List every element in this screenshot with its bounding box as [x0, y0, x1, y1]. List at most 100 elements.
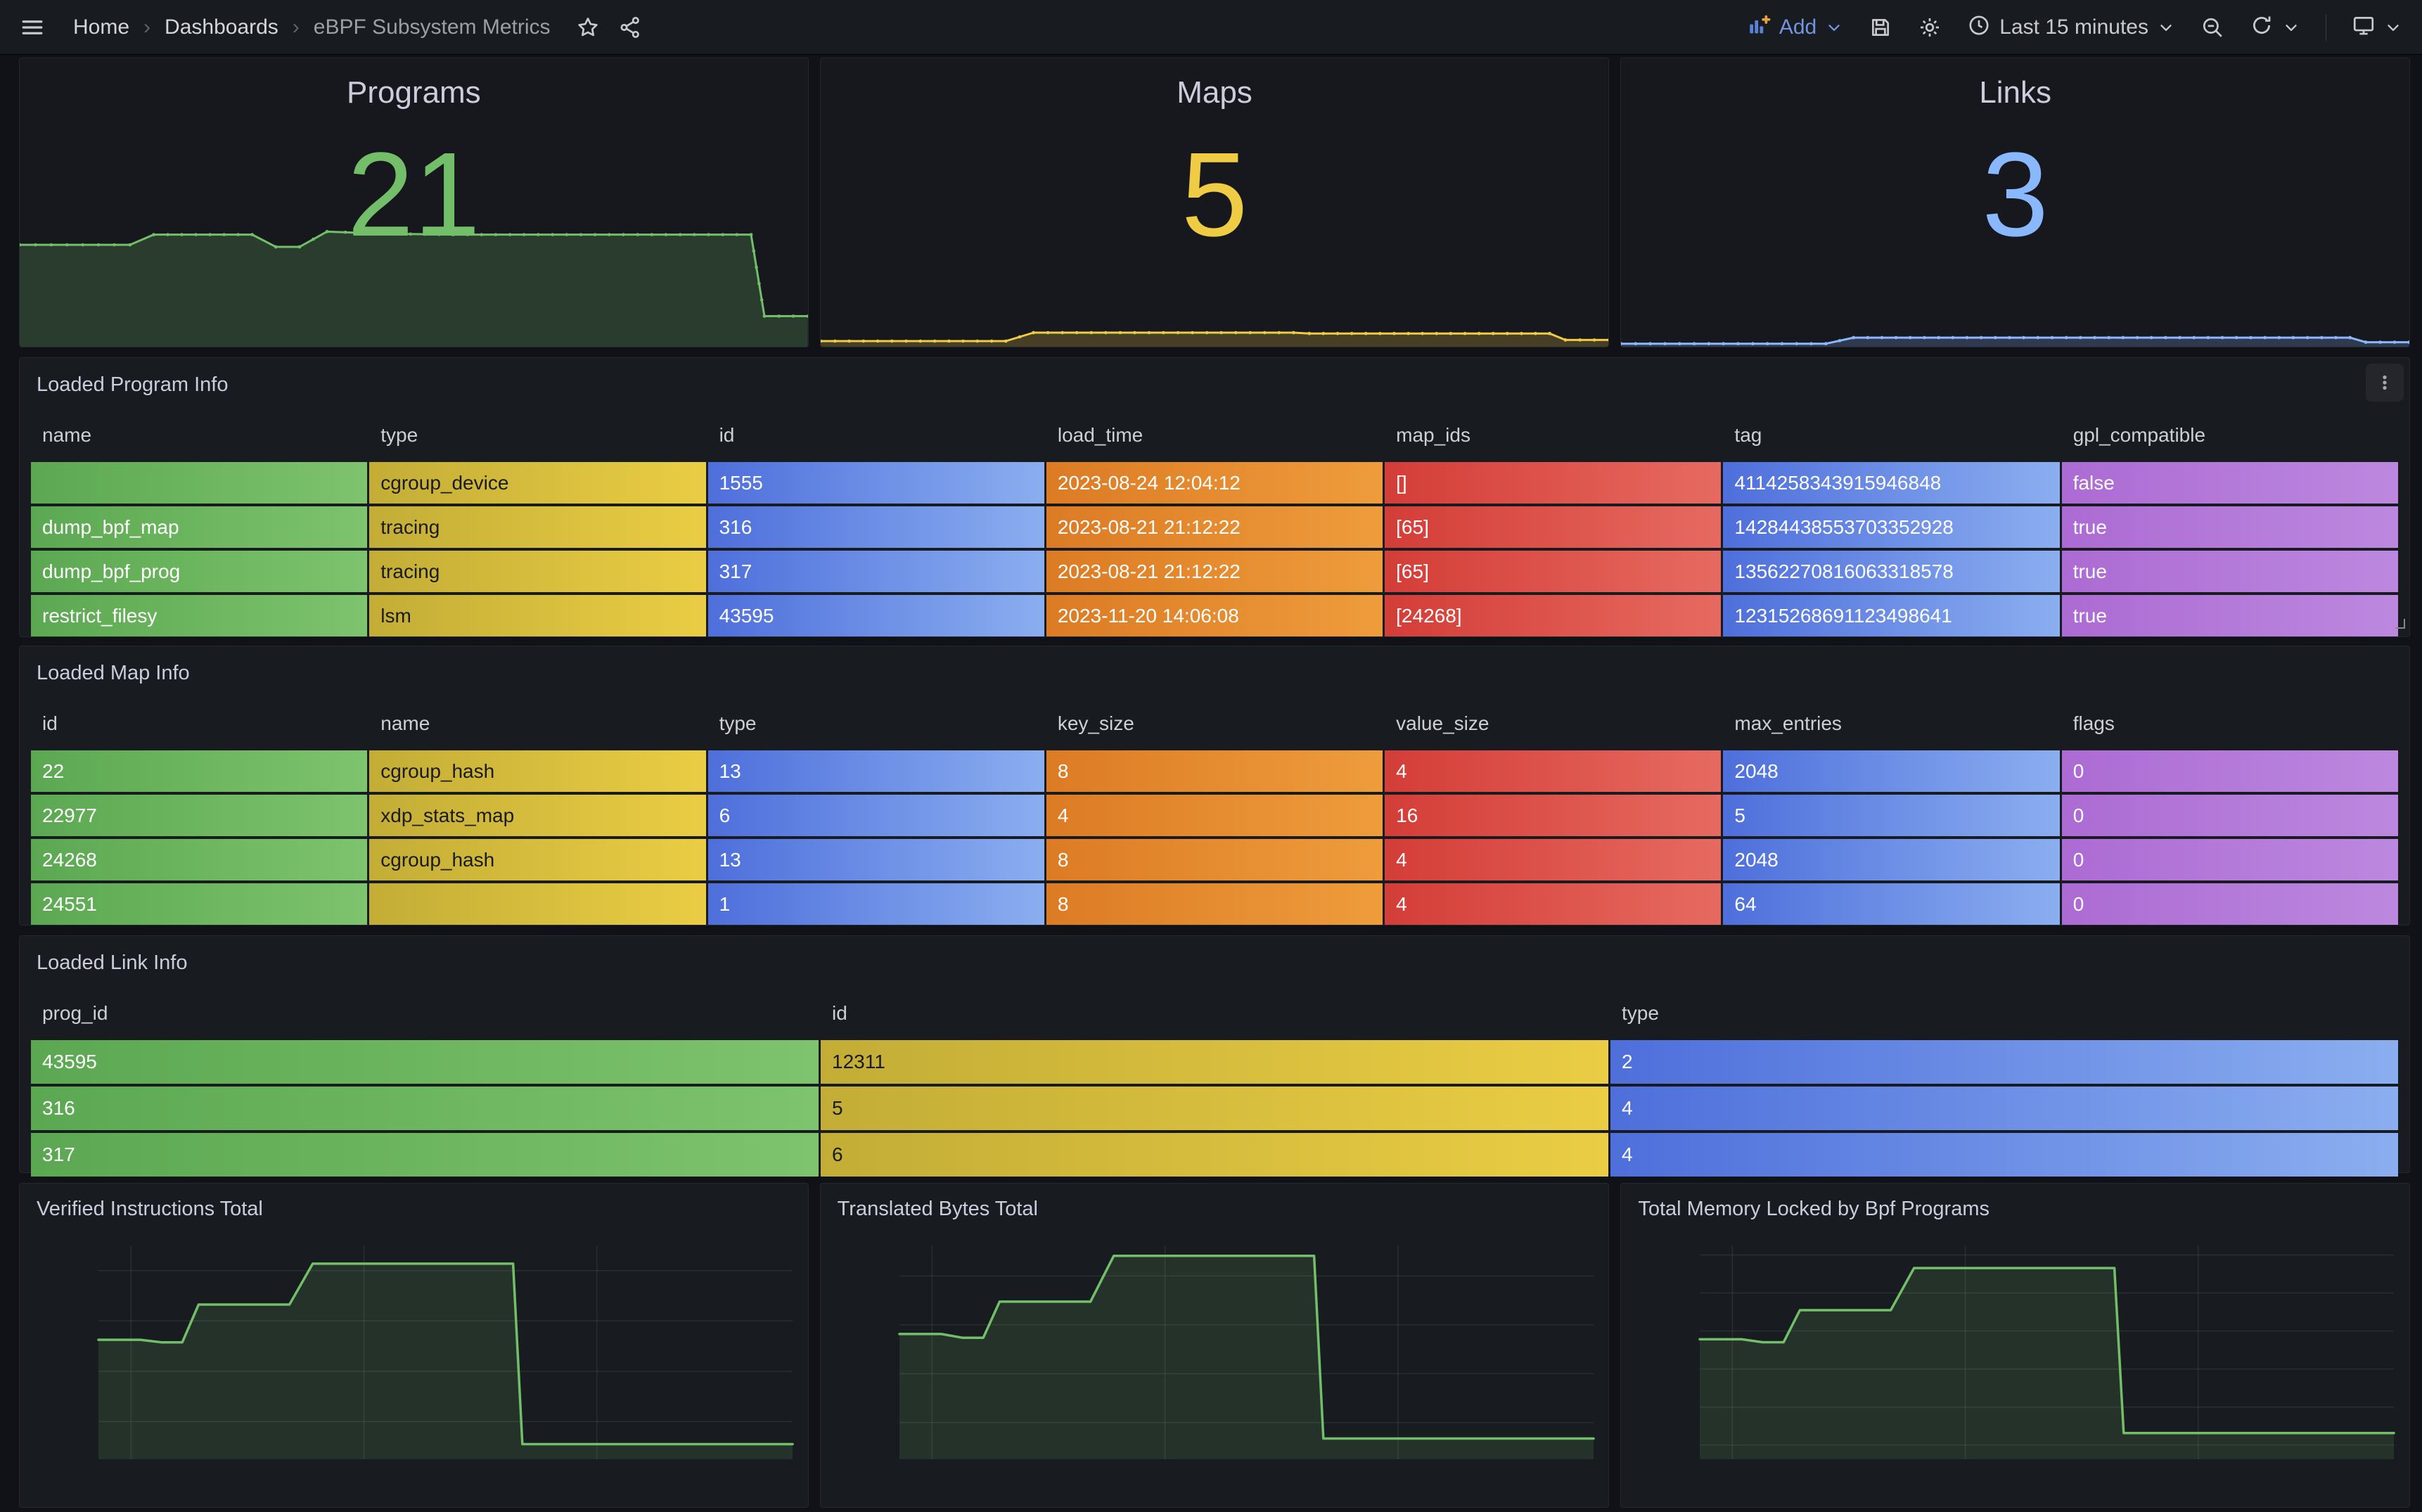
table-cell: 2048 — [1723, 839, 2060, 880]
chart-panel-translated-bytes-total: Translated Bytes Total — [819, 1183, 1610, 1508]
stat-panel-maps: Maps 5 — [819, 58, 1610, 347]
table-header-cell[interactable]: type — [719, 712, 757, 734]
table-header-cell[interactable]: name — [42, 424, 92, 446]
table-cell: [65] — [1385, 506, 1722, 548]
refresh-icon — [2250, 13, 2274, 41]
table-cell: 8 — [1046, 883, 1383, 925]
panel-menu-button[interactable] — [2366, 364, 2404, 402]
table-cell: 5 — [1723, 795, 2060, 836]
table-row: 22 cgroup_hash 13 8 4 2048 0 — [31, 750, 2398, 792]
breadcrumb-dashboards[interactable]: Dashboards — [165, 15, 278, 39]
table-cell: 43595 — [707, 595, 1044, 636]
table-row: 43595 12311 2 — [31, 1040, 2398, 1084]
table-row: dump_bpf_prog tracing 317 2023-08-21 21:12:… — [31, 551, 2398, 592]
timeseries-chart — [897, 1245, 1595, 1459]
table-header-cell[interactable]: key_size — [1057, 712, 1134, 734]
table-cell: 0 — [2061, 883, 2398, 925]
panel-title[interactable]: Loaded Map Info — [37, 662, 190, 684]
table-header-cell[interactable]: max_entries — [1734, 712, 1842, 734]
table-row: 24268 cgroup_hash 13 8 4 2048 0 — [31, 839, 2398, 880]
table-cell: true — [2061, 595, 2398, 636]
refresh-button[interactable] — [2250, 13, 2300, 41]
add-button[interactable]: Add — [1747, 13, 1843, 41]
table-header-cell[interactable]: tag — [1734, 424, 1762, 446]
panel-title[interactable]: Loaded Program Info — [37, 373, 229, 396]
star-icon[interactable] — [576, 15, 600, 39]
table-cell: 1 — [707, 883, 1044, 925]
table-panel-loaded-map-info: Loaded Map Info id name type key_size value_s… — [19, 646, 2410, 925]
add-button-label: Add — [1779, 15, 1817, 39]
panel-title[interactable]: Verified Instructions Total — [37, 1198, 263, 1220]
stat-value: 3 — [1982, 128, 2049, 262]
charts-row: Verified Instructions Total Translated By… — [19, 1183, 2411, 1508]
stat-sparkline — [1621, 335, 2410, 347]
table-cell: 2023-11-20 14:06:08 — [1046, 595, 1383, 636]
table-cell: 12315268691123498641 — [1723, 595, 2060, 636]
table-header-row: id name type key_size value_size max_entries f… — [31, 712, 2398, 735]
chevron-down-icon — [1828, 24, 1840, 31]
time-range-picker[interactable]: Last 15 minutes — [1967, 13, 2175, 41]
table-row: dump_bpf_map tracing 316 2023-08-21 21:12:2… — [31, 506, 2398, 548]
kiosk-mode-button[interactable] — [2352, 13, 2402, 41]
table-header-row: prog_id id type — [31, 1002, 2398, 1025]
table-cell: cgroup_device — [369, 462, 706, 504]
table-header-cell[interactable]: type — [380, 424, 418, 446]
table-header-cell[interactable]: id — [832, 1002, 847, 1024]
table-cell: 8 — [1046, 750, 1383, 792]
table-row: restrict_filesy lsm 43595 2023-11-20 14:06:… — [31, 595, 2398, 636]
table-cell: 8 — [1046, 839, 1383, 880]
table-body: 22 cgroup_hash 13 8 4 2048 0 22977 xdp_stats_map… — [31, 750, 2398, 925]
stat-panel-programs: Programs 21 — [19, 58, 809, 347]
hamburger-icon[interactable] — [20, 15, 45, 40]
stat-panel-title: Links — [1979, 75, 2052, 110]
table-cell: 317 — [707, 551, 1044, 592]
panel-resize-handle[interactable] — [2391, 615, 2407, 634]
table-cell: 6 — [707, 795, 1044, 836]
zoom-out-icon[interactable] — [2200, 15, 2224, 39]
table-cell: true — [2061, 551, 2398, 592]
table-header-cell[interactable]: gpl_compatible — [2072, 424, 2206, 446]
chevron-down-icon — [2286, 24, 2297, 31]
table-cell: 22977 — [31, 795, 368, 836]
stat-value: 21 — [347, 128, 480, 262]
table-cell: 4 — [1385, 883, 1722, 925]
table-header-cell[interactable]: value_size — [1396, 712, 1489, 734]
table-header-cell[interactable]: flags — [2072, 712, 2115, 734]
stat-panel-title: Programs — [346, 75, 481, 110]
panel-add-icon — [1747, 13, 1771, 41]
table-cell: 317 — [31, 1133, 819, 1177]
stat-panel-links: Links 3 — [1620, 58, 2411, 347]
table-cell: 4 — [1610, 1087, 2398, 1130]
table-cell: 0 — [2061, 750, 2398, 792]
share-icon[interactable] — [618, 15, 642, 39]
table-cell: 5 — [821, 1087, 1608, 1130]
chevron-down-icon — [2160, 24, 2172, 31]
table-cell: dump_bpf_map — [31, 506, 368, 548]
breadcrumb-home[interactable]: Home — [73, 15, 130, 39]
table-header-cell[interactable]: prog_id — [42, 1002, 108, 1024]
panel-title[interactable]: Translated Bytes Total — [837, 1198, 1038, 1220]
table-header-cell[interactable]: map_ids — [1396, 424, 1470, 446]
breadcrumb-separator: › — [292, 15, 300, 39]
table-header-cell[interactable]: load_time — [1057, 424, 1143, 446]
table-header-cell[interactable]: id — [42, 712, 58, 734]
panel-title[interactable]: Loaded Link Info — [37, 952, 188, 974]
table-cell: 2023-08-24 12:04:12 — [1046, 462, 1383, 504]
table-header-cell[interactable]: id — [719, 424, 735, 446]
timeseries-chart — [1698, 1245, 2396, 1459]
table-cell: 2023-08-21 21:12:22 — [1046, 506, 1383, 548]
stat-sparkline — [820, 331, 1609, 347]
table-cell: [65] — [1385, 551, 1722, 592]
table-cell: 13562270816063318578 — [1723, 551, 2060, 592]
table-cell: 4 — [1385, 839, 1722, 880]
panel-title[interactable]: Total Memory Locked by Bpf Programs — [1638, 1198, 1990, 1220]
nav-right: Add Last — [1747, 13, 2402, 41]
table-cell: false — [2061, 462, 2398, 504]
table-cell: 12311 — [821, 1040, 1608, 1084]
table-header-cell[interactable]: name — [380, 712, 430, 734]
gear-icon[interactable] — [1918, 15, 1942, 39]
table-header-cell[interactable]: type — [1622, 1002, 1659, 1024]
nav-left: Home › Dashboards › eBPF Subsystem Metri… — [20, 15, 642, 40]
save-icon[interactable] — [1869, 15, 1892, 39]
